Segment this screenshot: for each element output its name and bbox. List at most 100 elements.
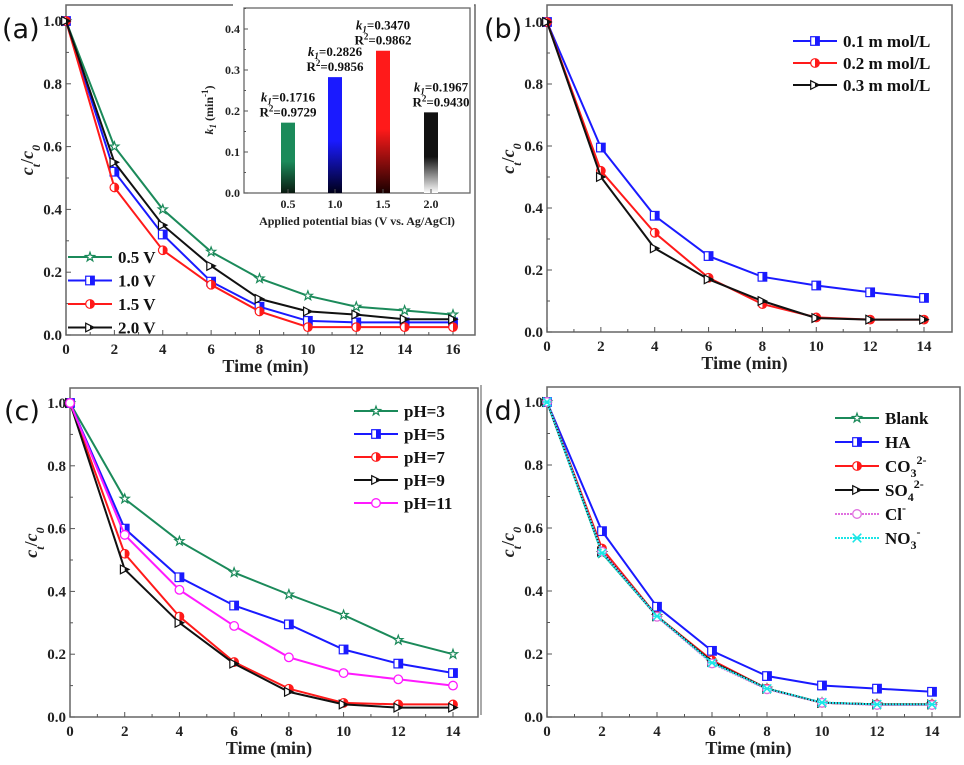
ylabel-c: c bbox=[21, 550, 41, 558]
data-point bbox=[349, 300, 363, 313]
data-point bbox=[119, 548, 130, 559]
legend-marker bbox=[852, 437, 862, 447]
legend-item: 0.5 V bbox=[68, 248, 156, 267]
data-point bbox=[157, 229, 168, 240]
marker-fill bbox=[762, 298, 767, 304]
x-tick-label: 16 bbox=[446, 342, 462, 358]
marker-fill bbox=[124, 524, 130, 533]
data-point bbox=[174, 572, 185, 583]
r-value: =0.9430 bbox=[426, 94, 469, 109]
inset-frame bbox=[243, 7, 471, 194]
series-c-0 bbox=[63, 396, 460, 660]
marker-fill bbox=[708, 277, 713, 282]
marker-fill bbox=[815, 82, 820, 88]
y-tick-label: 0.2 bbox=[524, 263, 543, 279]
y-axis-title: ct/c0 bbox=[17, 145, 43, 175]
data-point bbox=[649, 227, 660, 238]
x-tick-label: 4 bbox=[651, 339, 659, 355]
x-tick-label: 10 bbox=[336, 724, 351, 740]
y-tick-label: 0.0 bbox=[47, 710, 66, 726]
data-point bbox=[448, 668, 458, 678]
marker-fill bbox=[376, 452, 381, 462]
legend-marker bbox=[371, 452, 381, 462]
ylabel-slash: / bbox=[498, 540, 518, 547]
data-point bbox=[253, 271, 266, 284]
x-tick-label: 6 bbox=[708, 724, 716, 740]
k-subscript: 1 bbox=[314, 51, 319, 61]
x-tick-label: 8 bbox=[256, 342, 264, 358]
data-point bbox=[61, 15, 72, 27]
data-point bbox=[254, 306, 265, 317]
legend-label: pH=11 bbox=[404, 494, 452, 513]
marker-fill bbox=[211, 280, 216, 290]
marker-fill bbox=[857, 437, 862, 447]
legend-label: CO32- bbox=[885, 453, 927, 480]
inset-bar bbox=[376, 50, 390, 194]
ylabel-c: c bbox=[498, 166, 518, 174]
y-tick-label: 0.4 bbox=[43, 202, 62, 218]
unit-close: ) bbox=[202, 86, 216, 90]
x-tick-label: 4 bbox=[176, 724, 184, 740]
chart-panel-d: (d) 0.0 0.2 0.4 0.6 0.8 1.0 0 2 4 6 8 10 12 14 Time (mi… bbox=[484, 386, 961, 759]
legend-item: pH=11 bbox=[354, 494, 452, 513]
marker-fill bbox=[376, 429, 381, 439]
ylabel-slash: / bbox=[498, 156, 518, 163]
legend-label-superscript: 2- bbox=[917, 453, 927, 467]
marker-fill bbox=[870, 288, 875, 297]
x-axis-title: Time (min) bbox=[226, 738, 312, 759]
marker-fill bbox=[259, 307, 264, 316]
data-point bbox=[399, 322, 410, 333]
marker-fill bbox=[162, 222, 168, 228]
legend-label: 0.5 V bbox=[118, 248, 156, 267]
data-point bbox=[108, 140, 121, 153]
series-line bbox=[69, 402, 453, 709]
r-superscript: 2 bbox=[269, 104, 274, 114]
marker-fill bbox=[657, 602, 662, 612]
ylabel-subscript: 0 bbox=[29, 145, 43, 151]
y-axis-title: ct/c0 bbox=[498, 527, 524, 557]
data-point bbox=[919, 314, 930, 325]
r-symbol: R bbox=[259, 105, 269, 120]
r-value: =0.9856 bbox=[320, 59, 364, 74]
marker-fill bbox=[398, 705, 403, 710]
data-point bbox=[393, 674, 404, 685]
data-point bbox=[337, 608, 350, 621]
y-tick-label: 0.8 bbox=[524, 458, 543, 474]
legend-label-base: 2.0 V bbox=[118, 319, 156, 338]
x-tick-label: 12 bbox=[349, 342, 364, 358]
ylabel-c: c bbox=[21, 533, 41, 541]
data-point bbox=[872, 699, 882, 710]
data-point bbox=[302, 322, 313, 333]
series-a-3 bbox=[61, 15, 459, 325]
legend-label-base: pH=9 bbox=[404, 471, 445, 490]
y-tick-label: 0.6 bbox=[47, 522, 66, 538]
y-tick-label: 0.0 bbox=[524, 710, 543, 726]
legend-label-subscript: 3 bbox=[911, 538, 917, 552]
data-point bbox=[301, 289, 315, 302]
legend-label-base: CO bbox=[885, 457, 911, 476]
x-tick-label: 8 bbox=[763, 724, 771, 740]
marker-fill bbox=[356, 312, 361, 317]
ylabel-subscript: t bbox=[29, 163, 43, 167]
series-line bbox=[546, 21, 924, 321]
legend-marker bbox=[852, 533, 862, 543]
marker-fill bbox=[708, 251, 713, 261]
marker-fill bbox=[712, 646, 717, 656]
y-tick-label: 0.4 bbox=[47, 584, 66, 600]
x-axis-title: Time (min) bbox=[705, 738, 791, 759]
marker-fill bbox=[90, 325, 95, 330]
x-tick-label: 14 bbox=[925, 724, 941, 740]
data-point bbox=[703, 251, 714, 261]
data-point bbox=[227, 566, 241, 578]
marker-fill bbox=[602, 526, 607, 536]
x-axis-title: Time (min) bbox=[701, 353, 787, 374]
legend-label: SO42- bbox=[885, 477, 924, 504]
marker-fill bbox=[924, 293, 929, 303]
x-tick-label: 12 bbox=[391, 724, 406, 740]
marker-fill bbox=[600, 174, 606, 180]
legend-label-base: pH=7 bbox=[404, 448, 445, 467]
inset-y-tick-label: 0.0 bbox=[225, 186, 240, 200]
y-tick-label: 0.6 bbox=[524, 139, 543, 155]
